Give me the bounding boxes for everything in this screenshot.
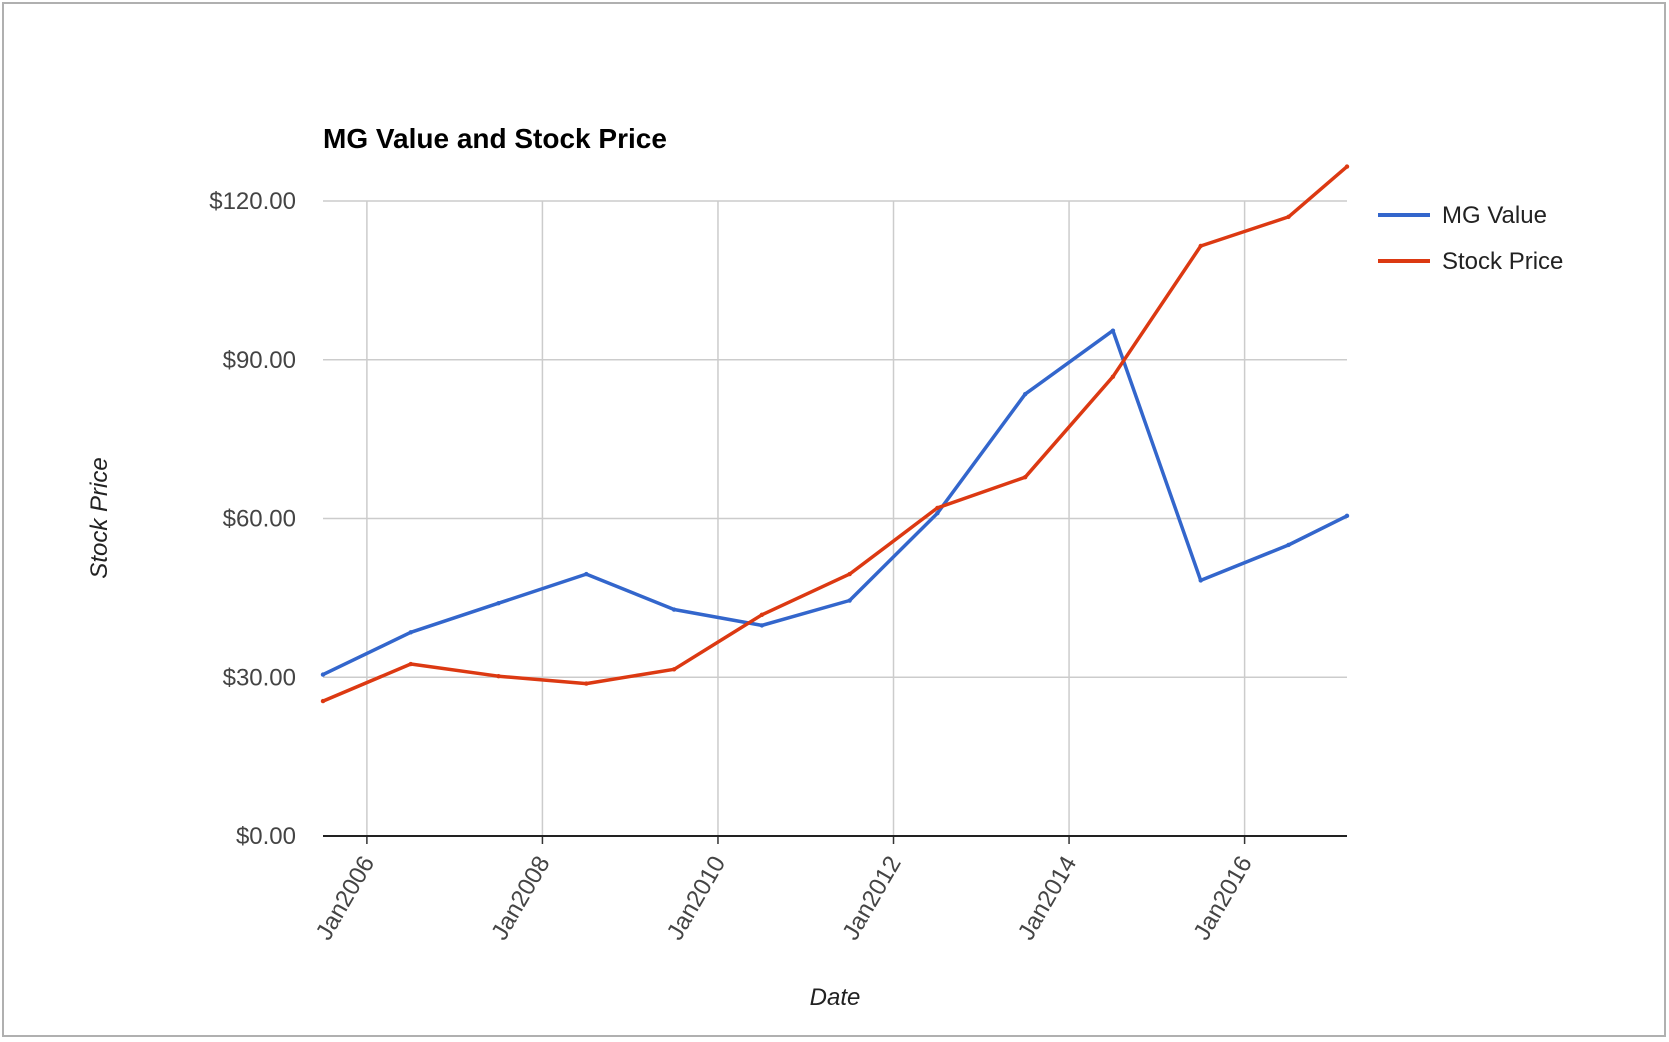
data-point (1286, 542, 1291, 548)
legend-label: MG Value (1442, 202, 1547, 229)
data-point (1344, 513, 1350, 519)
data-point (320, 672, 326, 677)
data-point (320, 698, 326, 704)
y-tick-label: $120.00 (209, 188, 296, 215)
data-point (1198, 243, 1203, 249)
data-point (408, 630, 413, 635)
legend: MG Value Stock Price (1378, 202, 1563, 275)
data-point (496, 600, 501, 606)
data-point (1286, 214, 1291, 220)
data-point (847, 571, 852, 577)
data-point (1344, 164, 1350, 169)
y-tick-label: $0.00 (236, 823, 296, 850)
data-point (1022, 391, 1028, 397)
series-lines (320, 164, 1350, 704)
data-point (1022, 475, 1028, 480)
data-point (496, 673, 501, 679)
data-point (847, 598, 852, 603)
data-point (1110, 328, 1116, 333)
y-tick-label: $30.00 (223, 664, 296, 691)
data-point (671, 667, 677, 672)
data-point (408, 661, 413, 667)
chart-title: MG Value and Stock Price (323, 123, 667, 154)
y-tick-label: $90.00 (223, 347, 296, 374)
data-point (584, 681, 589, 686)
data-point (935, 505, 940, 511)
legend-label: Stock Price (1442, 248, 1563, 275)
data-point (759, 623, 765, 628)
y-axis-label: Stock Price (86, 457, 113, 578)
data-point (671, 607, 677, 612)
data-point (1110, 374, 1116, 379)
data-point (1198, 578, 1203, 583)
data-point (584, 571, 589, 577)
data-point (935, 511, 940, 516)
data-point (759, 612, 765, 618)
x-axis-label: Date (810, 984, 861, 1011)
y-tick-label: $60.00 (223, 506, 296, 533)
